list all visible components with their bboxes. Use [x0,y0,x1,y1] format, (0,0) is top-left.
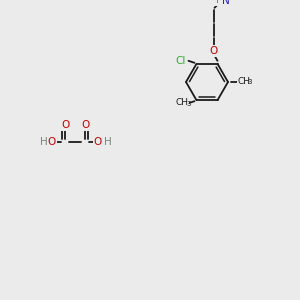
Text: O: O [209,46,217,56]
Text: Cl: Cl [175,56,186,66]
Text: O: O [94,137,102,147]
Text: 3: 3 [186,101,191,107]
Text: H: H [216,0,224,5]
Text: N: N [222,0,230,6]
Text: 3: 3 [248,80,252,85]
Text: H: H [40,137,48,147]
Text: O: O [61,120,69,130]
Text: CH: CH [176,98,189,107]
Text: O: O [81,120,89,130]
Text: CH: CH [238,77,250,86]
Text: O: O [48,137,56,147]
Text: H: H [104,137,112,147]
